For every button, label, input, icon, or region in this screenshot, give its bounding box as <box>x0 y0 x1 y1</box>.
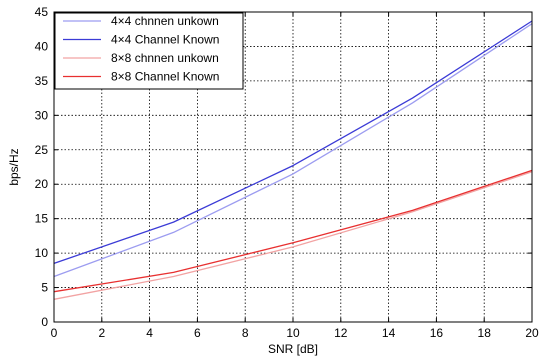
x-tick-label: 14 <box>382 326 396 340</box>
series-line-4 <box>53 169 533 293</box>
y-tick-label: 15 <box>35 212 49 226</box>
x-tick-label: 20 <box>525 326 539 340</box>
legend-label-1: 4×4 chnnen unkown <box>111 14 219 28</box>
x-tick-label: 6 <box>194 326 201 340</box>
x-tick-label: 18 <box>478 326 492 340</box>
x-tick-label: 8 <box>242 326 249 340</box>
series-lines <box>53 20 533 300</box>
y-axis-label: bps/Hz <box>7 148 21 185</box>
legend-label-3: 8×8 chnnen unkown <box>111 51 219 65</box>
y-tick-label: 10 <box>35 246 49 260</box>
x-tick-label: 10 <box>286 326 300 340</box>
series-line-1 <box>53 23 533 278</box>
x-tick-label: 0 <box>51 326 58 340</box>
y-tick-label: 45 <box>35 5 49 19</box>
y-tick-label: 30 <box>35 108 49 122</box>
x-axis-label: SNR [dB] <box>268 342 318 356</box>
y-tick-label: 35 <box>35 74 49 88</box>
legend: 4×4 chnnen unkown 4×4 Channel Known 8×8 ch… <box>54 12 244 90</box>
series-line-3 <box>53 171 533 300</box>
y-tick-label: 5 <box>41 281 48 295</box>
x-tick-label: 2 <box>98 326 105 340</box>
x-tick-label: 12 <box>334 326 348 340</box>
y-tick-label: 40 <box>35 39 49 53</box>
legend-label-2: 4×4 Channel Known <box>111 33 219 47</box>
y-tick-label: 20 <box>35 177 49 191</box>
y-tick-label: 25 <box>35 143 49 157</box>
plot-frame <box>53 11 533 323</box>
legend-label-4: 8×8 Channel Known <box>111 70 219 84</box>
y-tick-label: 0 <box>41 315 48 329</box>
grid-lines <box>54 12 532 322</box>
x-tick-label: 4 <box>146 326 153 340</box>
x-tick-label: 16 <box>430 326 444 340</box>
series-line-2 <box>53 20 533 265</box>
